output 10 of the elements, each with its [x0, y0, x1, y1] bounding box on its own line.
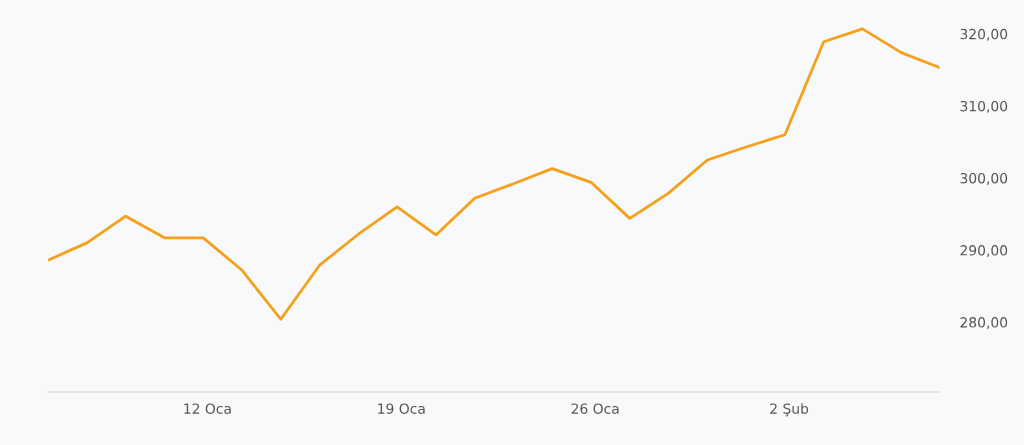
y-tick-label: 280,00 — [960, 317, 1008, 330]
y-tick-label: 300,00 — [960, 172, 1008, 185]
y-tick-label: 310,00 — [960, 100, 1008, 113]
y-tick-label: 320,00 — [960, 28, 1008, 41]
x-tick-label: 2 Şub — [770, 403, 809, 417]
y-tick-label: 290,00 — [960, 245, 1008, 257]
x-tick-label: 12 Oca — [184, 403, 231, 414]
x-tick-label: 19 Oca — [378, 403, 425, 414]
x-tick-label: 26 Oca — [571, 403, 619, 414]
line-series — [48, 27, 941, 321]
